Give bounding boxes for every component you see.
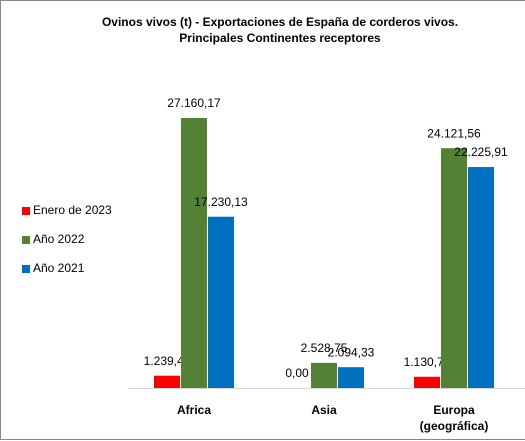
value-label: 1.239,44 (144, 354, 191, 368)
value-label: 2.528,75 (301, 341, 348, 355)
x-tick-label: Europa (geográfica) (419, 403, 489, 433)
bar (181, 118, 207, 388)
bar (311, 362, 337, 388)
chart-title: Ovinos vivos (t) - Exportaciones de Espa… (101, 15, 459, 45)
bar (154, 375, 180, 388)
legend-label: Año 2021 (33, 261, 85, 275)
value-label: 24.121,56 (427, 126, 481, 140)
bar (414, 376, 440, 388)
value-label: 1.130,78 (404, 355, 451, 369)
bar (338, 367, 364, 388)
value-label: 27.160,17 (167, 96, 221, 110)
legend-swatch (22, 265, 30, 273)
legend-swatch (22, 236, 30, 244)
x-tick-label: Asia (311, 403, 337, 417)
legend-label: Enero de 2023 (33, 203, 112, 217)
legend-label: Año 2022 (33, 232, 85, 246)
value-label: 22.225,91 (454, 145, 508, 159)
value-label: 2.094,33 (328, 345, 375, 359)
value-label: 0,00 (285, 366, 309, 380)
value-label: 17.230,13 (194, 195, 248, 209)
bar (208, 216, 234, 388)
bar (441, 148, 467, 388)
bar (468, 167, 494, 388)
x-tick-label: Africa (176, 403, 211, 417)
legend-swatch (22, 207, 30, 215)
